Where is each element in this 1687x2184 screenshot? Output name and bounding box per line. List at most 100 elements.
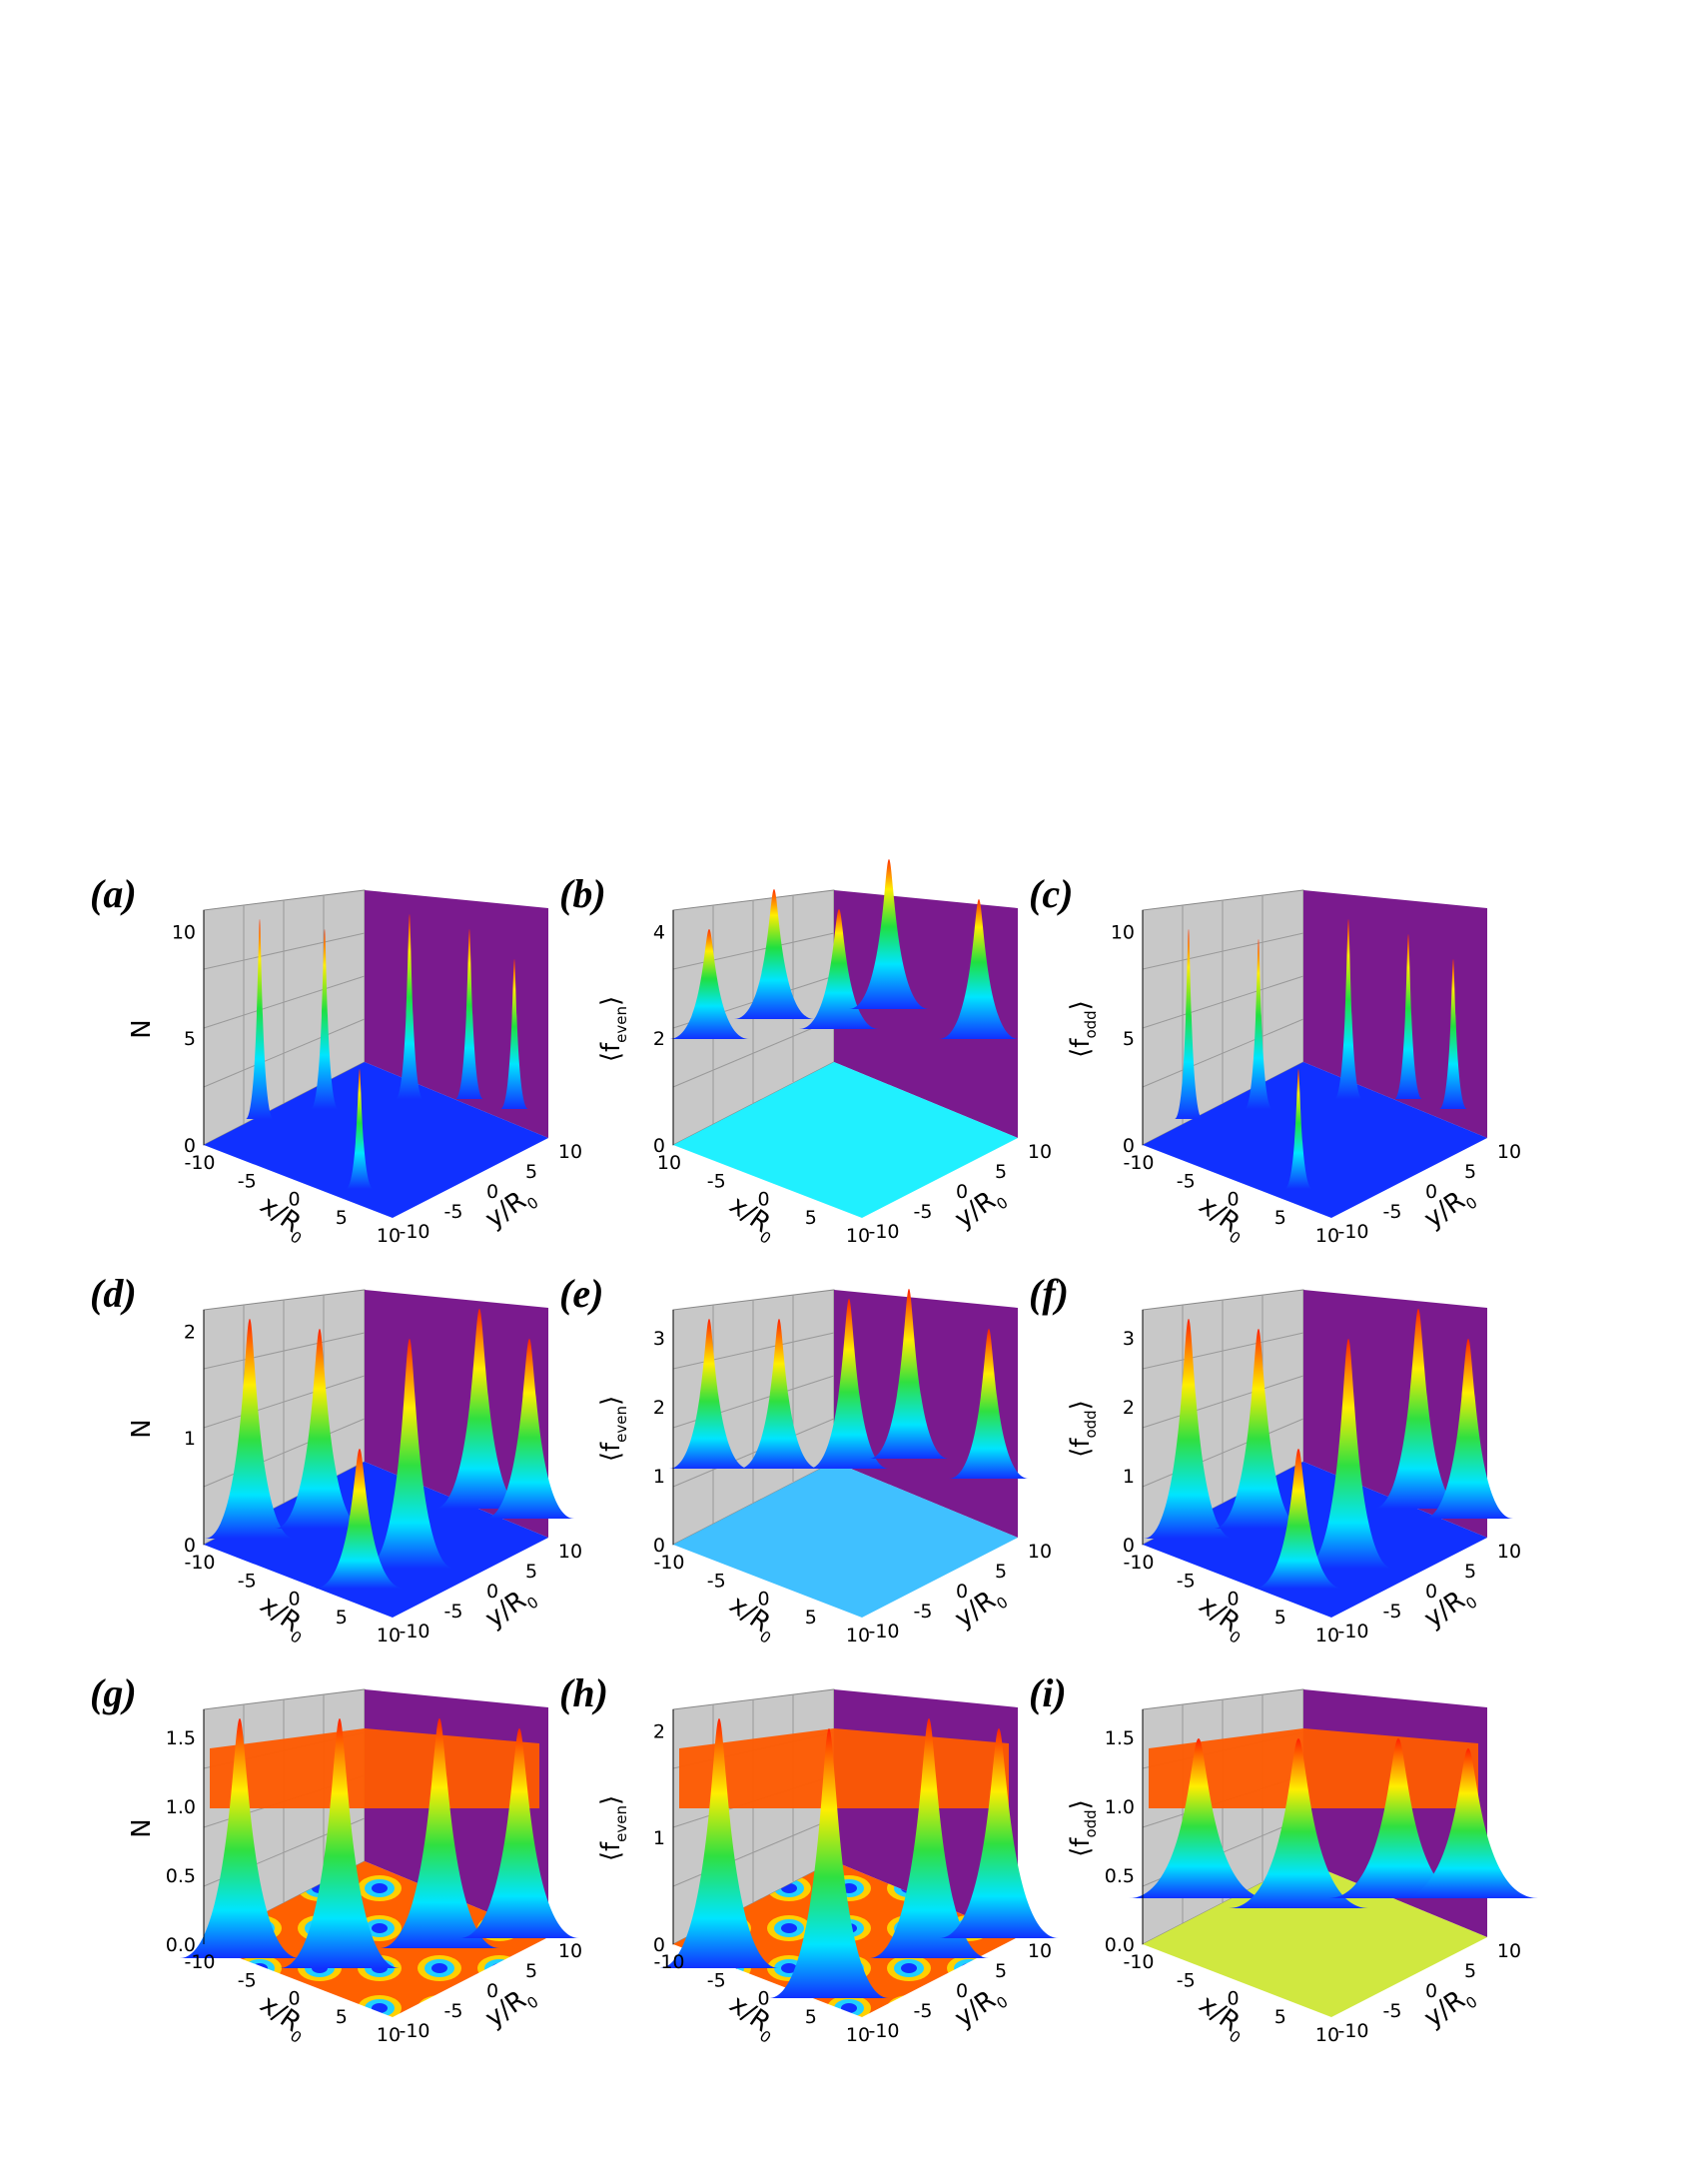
x-tick-label: -5 — [238, 1969, 257, 1991]
z-tick-label: 3 — [1123, 1328, 1135, 1350]
y-tick-label: 10 — [1497, 1541, 1521, 1563]
y-tick-label: -10 — [1337, 1621, 1368, 1642]
y-tick-label: 0 — [1425, 1181, 1437, 1203]
x-tick-label: 10 — [657, 1152, 681, 1174]
panel: (i)0.00.51.01.5⟨fodd⟩-10-50510-10-50510x… — [1029, 1670, 1538, 2047]
y-tick-label: -5 — [444, 1201, 463, 1223]
z-tick-label: 0 — [184, 1535, 196, 1557]
x-tick-label: 0 — [288, 1189, 300, 1211]
floor — [1143, 1062, 1487, 1218]
x-tick-label: 0 — [1227, 1988, 1239, 2010]
surface-peak — [380, 1718, 499, 1948]
y-tick-label: 5 — [525, 1561, 537, 1583]
z-axis-label-main: ⟨f — [1066, 1038, 1096, 1058]
x-axis-label: x/R0 — [252, 1989, 314, 2047]
surface-peak — [1423, 1339, 1513, 1519]
panel-label: (b) — [559, 871, 606, 916]
y-tick-label: -10 — [868, 2020, 899, 2042]
y-tick-label: -10 — [868, 1221, 899, 1243]
z-tick-label: 0 — [1123, 1535, 1135, 1557]
z-tick-label: 1 — [653, 1466, 665, 1488]
z-axis-label: N — [127, 1019, 157, 1038]
z-tick-label: 0 — [653, 1934, 665, 1956]
wall-grid — [203, 1418, 366, 1488]
surface-peak — [246, 919, 274, 1119]
z-axis-label-main: ⟨f — [1066, 1438, 1096, 1458]
y-tick-label: -5 — [444, 1601, 463, 1623]
x-tick-label: -10 — [184, 1152, 215, 1174]
z-axis-label-main: ⟨f — [1066, 1837, 1096, 1857]
x-tick-label: 0 — [1227, 1189, 1239, 1211]
y-tick-label: 10 — [1497, 1141, 1521, 1163]
x-tick-label: -10 — [1123, 1951, 1154, 1973]
y-tick-label: -5 — [914, 1601, 933, 1623]
z-axis-label-main: ⟨f — [596, 1442, 626, 1462]
z-axis-label-sub: even — [612, 1006, 630, 1043]
surface-peak — [1254, 1449, 1343, 1589]
surface-peak — [396, 914, 423, 1099]
surface-peak — [669, 929, 749, 1039]
panel-label: (d) — [90, 1271, 137, 1316]
z-axis-label-main: ⟨f — [596, 1841, 626, 1861]
x-axis-label: x/R0 — [721, 1590, 783, 1647]
surface-peak — [1439, 959, 1467, 1109]
x-tick-label: 5 — [805, 1207, 817, 1229]
y-tick-label: 0 — [1425, 1980, 1437, 2002]
y-tick-label: 10 — [1028, 1141, 1052, 1163]
x-tick-label: 5 — [1274, 2006, 1286, 2028]
x-tick-label: 10 — [846, 1625, 870, 1646]
x-tick-label: 10 — [1315, 1625, 1339, 1646]
x-tick-label: 10 — [377, 2024, 401, 2046]
z-tick-label: 3 — [653, 1328, 665, 1350]
z-axis-label-sub: odd — [1082, 1410, 1100, 1438]
x-axis-label: x/R0 — [721, 1190, 783, 1248]
x-tick-label: 5 — [336, 1207, 348, 1229]
x-tick-label: 0 — [757, 1988, 769, 2010]
z-axis-label-main: ⟨f — [596, 1042, 626, 1062]
surface-peak — [739, 1319, 819, 1469]
x-tick-label: 5 — [1274, 1607, 1286, 1629]
y-tick-label: -10 — [399, 1621, 429, 1642]
y-tick-label: 10 — [558, 1940, 582, 1962]
z-tick-label: 0.0 — [166, 1934, 196, 1956]
y-tick-label: -10 — [1337, 1221, 1368, 1243]
y-tick-label: -10 — [399, 1221, 429, 1243]
x-tick-label: -5 — [238, 1570, 257, 1592]
surface-peak — [1245, 939, 1272, 1109]
surface-peak — [659, 1718, 779, 1968]
wall-grid — [203, 975, 366, 1029]
y-tick-label: -10 — [399, 2020, 429, 2042]
x-tick-label: -5 — [1177, 1969, 1196, 1991]
surface-peak — [939, 1728, 1059, 1938]
x-tick-label: 5 — [336, 1607, 348, 1629]
x-tick-label: 10 — [846, 2024, 870, 2046]
y-tick-label: 5 — [995, 1161, 1007, 1183]
x-tick-label: -10 — [653, 1552, 684, 1574]
x-tick-label: -5 — [238, 1170, 257, 1192]
x-axis-label: x/R0 — [252, 1190, 314, 1248]
surface-peak — [1229, 1738, 1368, 1908]
surface-peak — [939, 899, 1019, 1039]
x-tick-label: 10 — [1315, 1225, 1339, 1247]
z-tick-label: 2 — [653, 1720, 665, 1742]
z-axis-label-end: ⟩ — [596, 996, 626, 1006]
x-tick-label: -5 — [707, 1969, 726, 1991]
z-axis-label-end: ⟩ — [1066, 1400, 1096, 1410]
z-axis-label: ⟨fodd⟩ — [1066, 1000, 1100, 1058]
floor — [673, 1062, 1018, 1218]
x-tick-label: 0 — [288, 1988, 300, 2010]
x-tick-label: 10 — [377, 1625, 401, 1646]
surface-peak — [365, 1339, 454, 1569]
z-tick-label: 0.5 — [1105, 1865, 1135, 1887]
y-tick-label: 0 — [956, 1980, 968, 2002]
surface-peak — [869, 1289, 949, 1459]
x-tick-label: -10 — [184, 1951, 215, 1973]
y-tick-label: 0 — [486, 1181, 498, 1203]
wall-grid — [1142, 1418, 1304, 1488]
surface-peak — [280, 1718, 400, 1968]
x-tick-label: -5 — [1177, 1570, 1196, 1592]
surface-peak — [315, 1449, 405, 1589]
panel: (g)0.00.51.01.5N-10-50510-10-50510x/R0y/… — [90, 1670, 582, 2047]
